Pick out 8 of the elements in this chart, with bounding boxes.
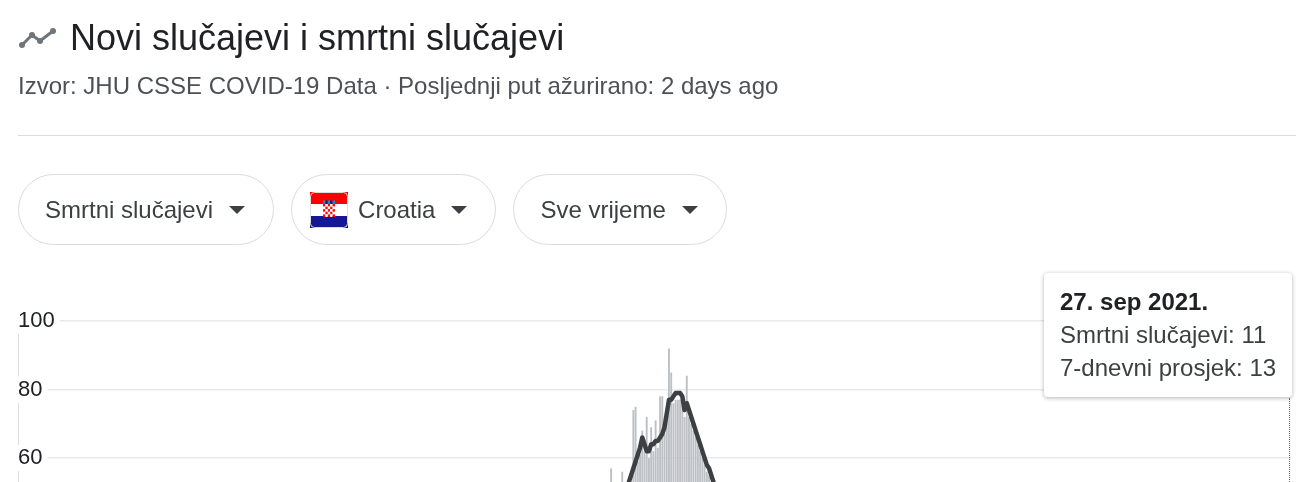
tooltip: 27. sep 2021. Smrtni slučajevi: 11 7-dnevni prosjek: 13 bbox=[1044, 273, 1292, 397]
chart-title: Novi slučajevi i smrtni slučajevi bbox=[70, 17, 565, 58]
annotation: 7-dnevni prosjek: 13 bbox=[1060, 353, 1277, 383]
chart-subtitle: Izvor: JHU CSSE COVID-19 Data · Posljednji put ažurirano: 2 days ago bbox=[18, 72, 779, 100]
y-tick-label: 60 bbox=[18, 444, 43, 470]
y-tick-label: 100 bbox=[18, 307, 55, 333]
y-tick-label: 80 bbox=[18, 375, 43, 401]
annotation: Smrtni slučajevi: 11 bbox=[1060, 320, 1268, 350]
